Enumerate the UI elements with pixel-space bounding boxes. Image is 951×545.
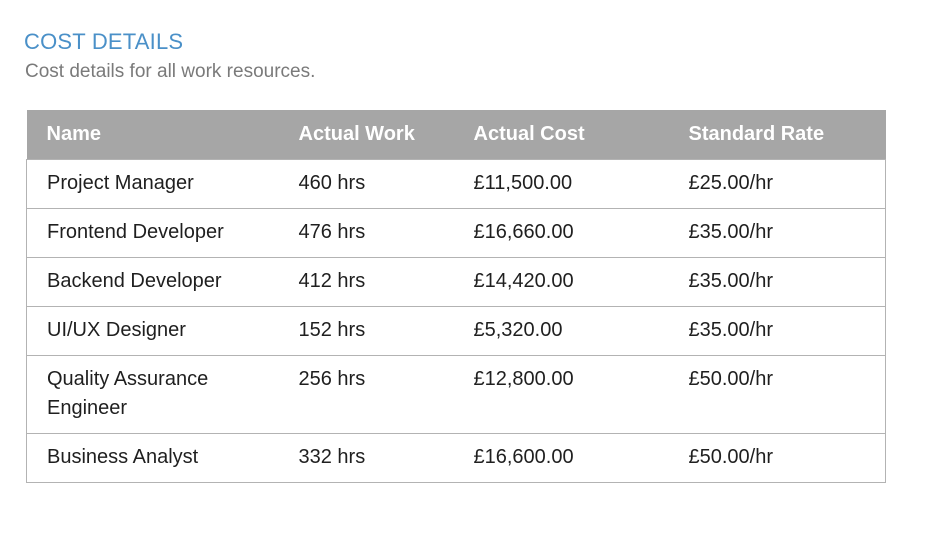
cell-name: Project Manager [26, 159, 279, 209]
cell-standard-rate: £50.00/hr [668, 355, 886, 434]
cell-actual-work: 476 hrs [278, 208, 454, 258]
cell-standard-rate: £35.00/hr [668, 208, 886, 258]
cell-name: UI/UX Designer [26, 306, 279, 356]
cell-standard-rate: £35.00/hr [668, 257, 886, 307]
column-header-actual-work: Actual Work [298, 123, 415, 145]
cell-name: Backend Developer [26, 257, 279, 307]
cell-actual-work: 412 hrs [278, 257, 454, 307]
cell-actual-cost: £5,320.00 [453, 306, 669, 356]
cell-standard-rate: £35.00/hr [668, 306, 886, 356]
cell-actual-work: 152 hrs [278, 306, 454, 356]
cell-name: Frontend Developer [26, 208, 279, 258]
cell-actual-cost: £16,600.00 [453, 433, 669, 483]
report-subtitle: Cost details for all work resources. [25, 61, 316, 82]
cost-table: Name Actual Work Actual Cost Standard Ra… [26, 110, 886, 483]
table-row: Project Manager 460 hrs £11,500.00 £25.0… [26, 159, 886, 209]
cell-name: Quality Assurance Engineer [26, 355, 279, 434]
column-header-name: Name [46, 123, 101, 145]
column-header-standard-rate: Standard Rate [688, 123, 825, 145]
cell-actual-cost: £16,660.00 [453, 208, 669, 258]
cell-standard-rate: £50.00/hr [668, 433, 886, 483]
cell-actual-cost: £11,500.00 [453, 159, 669, 209]
table-row: UI/UX Designer 152 hrs £5,320.00 £35.00/… [26, 306, 886, 356]
column-header-actual-cost: Actual Cost [473, 123, 585, 145]
cell-actual-work: 332 hrs [278, 433, 454, 483]
table-header: Name Actual Work Actual Cost Standard Ra… [26, 110, 886, 160]
table-row: Backend Developer 412 hrs £14,420.00 £35… [26, 257, 886, 307]
cell-actual-cost: £14,420.00 [453, 257, 669, 307]
table-body: Project Manager 460 hrs £11,500.00 £25.0… [26, 159, 886, 483]
cell-standard-rate: £25.00/hr [668, 159, 886, 209]
table-row: Frontend Developer 476 hrs £16,660.00 £3… [26, 208, 886, 258]
cell-name: Business Analyst [26, 433, 279, 483]
table-row: Quality Assurance Engineer 256 hrs £12,8… [26, 355, 886, 434]
cell-actual-work: 256 hrs [278, 355, 454, 434]
cell-actual-work: 460 hrs [278, 159, 454, 209]
cell-actual-cost: £12,800.00 [453, 355, 669, 434]
table-row: Business Analyst 332 hrs £16,600.00 £50.… [26, 433, 886, 483]
table-header-row: Name Actual Work Actual Cost Standard Ra… [26, 110, 886, 160]
report-title: COST DETAILS [24, 29, 184, 54]
